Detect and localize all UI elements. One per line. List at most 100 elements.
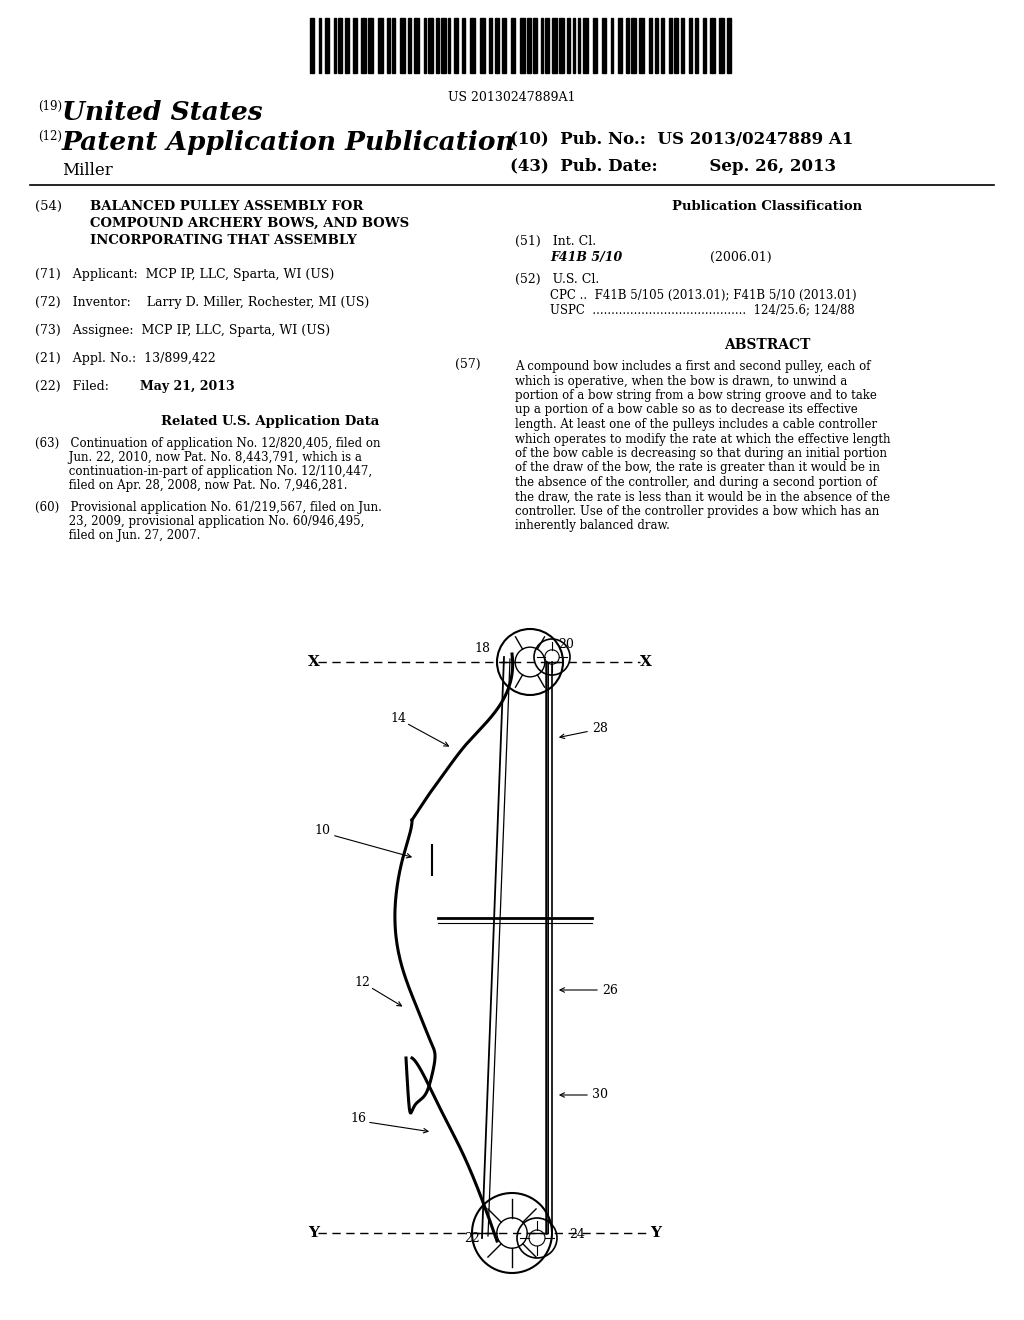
Text: Jun. 22, 2010, now Pat. No. 8,443,791, which is a: Jun. 22, 2010, now Pat. No. 8,443,791, w… [35, 451, 361, 465]
Text: Related U.S. Application Data: Related U.S. Application Data [161, 414, 379, 428]
Bar [408, 18, 411, 73]
Text: Patent Application Publication: Patent Application Publication [62, 129, 516, 154]
Bar [573, 18, 575, 73]
Bar [727, 18, 731, 73]
Bar [392, 18, 395, 73]
Text: 12: 12 [354, 975, 370, 989]
Text: 30: 30 [592, 1089, 608, 1101]
Text: continuation-in-part of application No. 12/110,447,: continuation-in-part of application No. … [35, 465, 372, 478]
Bar [325, 18, 329, 73]
Text: the absence of the controller, and during a second portion of: the absence of the controller, and durin… [515, 477, 877, 488]
Bar [368, 18, 373, 73]
Text: length. At least one of the pulleys includes a cable controller: length. At least one of the pulleys incl… [515, 418, 878, 432]
Text: 14: 14 [390, 711, 406, 725]
Bar [534, 18, 537, 73]
Bar [567, 18, 570, 73]
Bar [710, 18, 715, 73]
Bar [378, 18, 383, 73]
Bar [334, 18, 336, 73]
Text: inherently balanced draw.: inherently balanced draw. [515, 520, 670, 532]
Bar [345, 18, 349, 73]
Bar [428, 18, 433, 73]
Bar [719, 18, 724, 73]
Text: BALANCED PULLEY ASSEMBLY FOR: BALANCED PULLEY ASSEMBLY FOR [90, 201, 364, 213]
Text: Y: Y [308, 1226, 319, 1239]
Bar [441, 18, 446, 73]
Text: filed on Jun. 27, 2007.: filed on Jun. 27, 2007. [35, 529, 201, 543]
Text: (2006.01): (2006.01) [710, 251, 772, 264]
Bar [689, 18, 692, 73]
Bar [502, 18, 506, 73]
Text: CPC ..  F41B 5/105 (2013.01); F41B 5/10 (2013.01): CPC .. F41B 5/105 (2013.01); F41B 5/10 (… [550, 289, 857, 302]
Bar [602, 18, 606, 73]
Text: May 21, 2013: May 21, 2013 [140, 380, 234, 393]
Text: filed on Apr. 28, 2008, now Pat. No. 7,946,281.: filed on Apr. 28, 2008, now Pat. No. 7,9… [35, 479, 347, 492]
Bar [669, 18, 672, 73]
Bar [511, 18, 515, 73]
Bar [618, 18, 622, 73]
Text: 10: 10 [314, 824, 330, 837]
Bar [353, 18, 357, 73]
Bar [454, 18, 458, 73]
Text: F41B 5/10: F41B 5/10 [550, 251, 623, 264]
Text: (22)   Filed:: (22) Filed: [35, 380, 109, 393]
Text: 28: 28 [592, 722, 608, 734]
Bar [583, 18, 588, 73]
Bar [639, 18, 644, 73]
Text: United States: United States [62, 100, 262, 125]
Text: (60)   Provisional application No. 61/219,567, filed on Jun.: (60) Provisional application No. 61/219,… [35, 502, 382, 513]
Bar [449, 18, 450, 73]
Bar [541, 18, 543, 73]
Text: up a portion of a bow cable so as to decrease its effective: up a portion of a bow cable so as to dec… [515, 404, 858, 417]
Text: 20: 20 [558, 639, 573, 652]
Bar [545, 18, 549, 73]
Bar [414, 18, 419, 73]
Bar [695, 18, 698, 73]
Bar [489, 18, 492, 73]
Bar [400, 18, 406, 73]
Bar [578, 18, 580, 73]
Text: 16: 16 [350, 1111, 366, 1125]
Text: Y: Y [650, 1226, 662, 1239]
Text: 24: 24 [569, 1229, 585, 1242]
Text: (51)   Int. Cl.: (51) Int. Cl. [515, 235, 596, 248]
Bar [527, 18, 531, 73]
Text: (57): (57) [455, 358, 480, 371]
Bar [495, 18, 499, 73]
Text: (21)   Appl. No.:  13/899,422: (21) Appl. No.: 13/899,422 [35, 352, 216, 366]
Text: (63)   Continuation of application No. 12/820,405, filed on: (63) Continuation of application No. 12/… [35, 437, 381, 450]
Bar [520, 18, 525, 73]
Text: which is operative, when the bow is drawn, to unwind a: which is operative, when the bow is draw… [515, 375, 847, 388]
Bar [480, 18, 485, 73]
Text: X: X [640, 655, 652, 669]
Bar [611, 18, 613, 73]
Bar [462, 18, 465, 73]
Text: 23, 2009, provisional application No. 60/946,495,: 23, 2009, provisional application No. 60… [35, 515, 365, 528]
Bar [436, 18, 439, 73]
Text: (52)   U.S. Cl.: (52) U.S. Cl. [515, 273, 599, 286]
Bar [655, 18, 658, 73]
Bar [631, 18, 636, 73]
Text: of the bow cable is decreasing so that during an initial portion: of the bow cable is decreasing so that d… [515, 447, 887, 459]
Text: controller. Use of the controller provides a bow which has an: controller. Use of the controller provid… [515, 506, 880, 517]
Text: Miller: Miller [62, 162, 113, 180]
Text: 26: 26 [602, 983, 617, 997]
Bar [681, 18, 684, 73]
Text: X: X [308, 655, 319, 669]
Text: (54): (54) [35, 201, 62, 213]
Bar [552, 18, 557, 73]
Text: the draw, the rate is less than it would be in the absence of the: the draw, the rate is less than it would… [515, 491, 890, 503]
Bar [626, 18, 629, 73]
Text: (43)  Pub. Date:         Sep. 26, 2013: (43) Pub. Date: Sep. 26, 2013 [510, 158, 837, 176]
Bar [649, 18, 652, 73]
Text: of the draw of the bow, the rate is greater than it would be in: of the draw of the bow, the rate is grea… [515, 462, 880, 474]
Text: INCORPORATING THAT ASSEMBLY: INCORPORATING THAT ASSEMBLY [90, 234, 357, 247]
Bar [338, 18, 342, 73]
Text: portion of a bow string from a bow string groove and to take: portion of a bow string from a bow strin… [515, 389, 877, 403]
Bar [662, 18, 664, 73]
Bar [361, 18, 366, 73]
Bar [703, 18, 706, 73]
Text: which operates to modify the rate at which the effective length: which operates to modify the rate at whi… [515, 433, 891, 446]
Text: COMPOUND ARCHERY BOWS, AND BOWS: COMPOUND ARCHERY BOWS, AND BOWS [90, 216, 410, 230]
Text: (71)   Applicant:  MCP IP, LLC, Sparta, WI (US): (71) Applicant: MCP IP, LLC, Sparta, WI … [35, 268, 334, 281]
